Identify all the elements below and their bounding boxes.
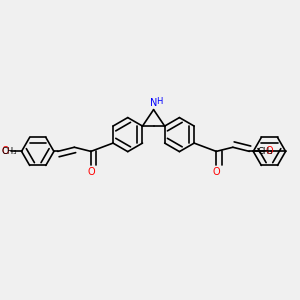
Text: CH₃: CH₃ xyxy=(258,147,273,156)
Text: O: O xyxy=(87,167,95,177)
Text: O: O xyxy=(2,146,9,156)
Text: CH₃: CH₃ xyxy=(2,147,17,156)
Text: N: N xyxy=(150,98,157,108)
Text: O: O xyxy=(212,167,220,177)
Text: O: O xyxy=(266,146,273,156)
Text: H: H xyxy=(156,97,162,106)
